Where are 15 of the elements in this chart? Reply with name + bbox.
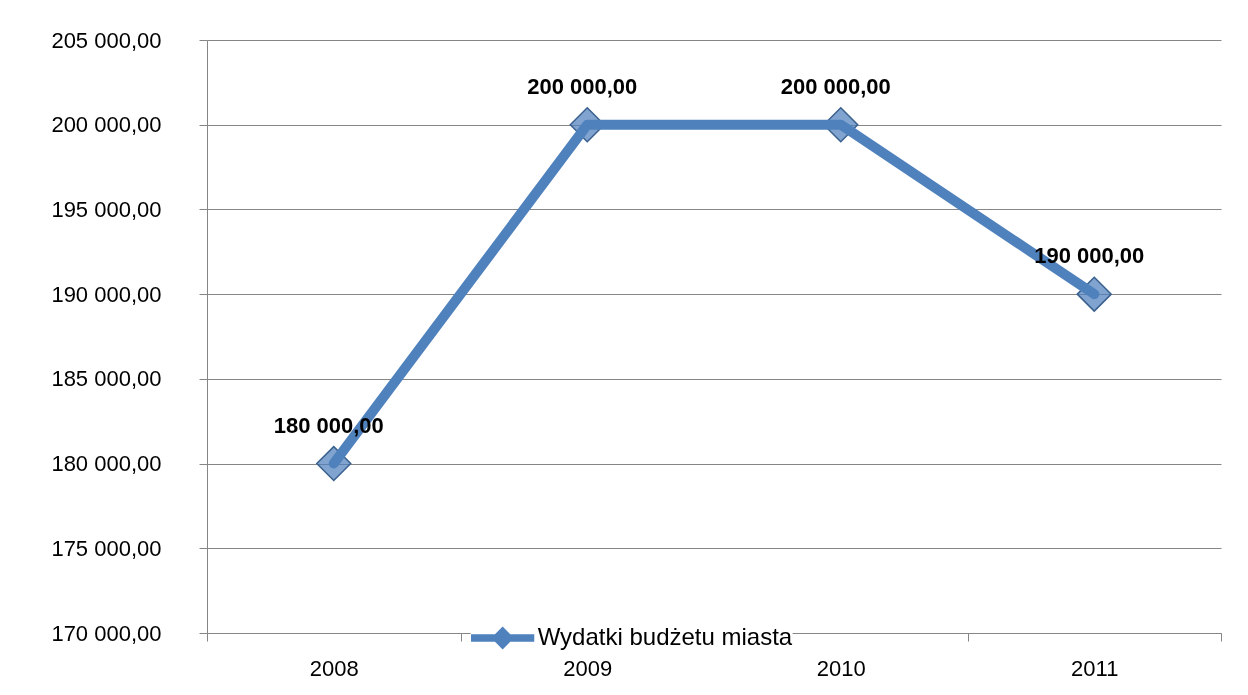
data-label: 200 000,00	[527, 73, 638, 99]
y-tick-label: 190 000,00	[51, 281, 162, 307]
y-tick-label: 180 000,00	[51, 451, 162, 477]
x-tick-label: 2009	[563, 655, 613, 681]
y-tick-label: 200 000,00	[51, 112, 162, 138]
data-label: 200 000,00	[780, 73, 891, 99]
x-tick-label: 2011	[1071, 655, 1119, 681]
y-tick-label: 185 000,00	[51, 366, 162, 392]
y-tick-label: 195 000,00	[51, 196, 162, 222]
y-tick-label: 205 000,00	[51, 27, 162, 53]
legend-label: Wydatki budżetu miasta	[537, 623, 793, 650]
y-tick-label: 170 000,00	[51, 620, 162, 646]
x-tick-label: 2010	[816, 655, 866, 681]
y-tick-label: 175 000,00	[51, 535, 162, 561]
x-tick-label: 2008	[309, 655, 359, 681]
